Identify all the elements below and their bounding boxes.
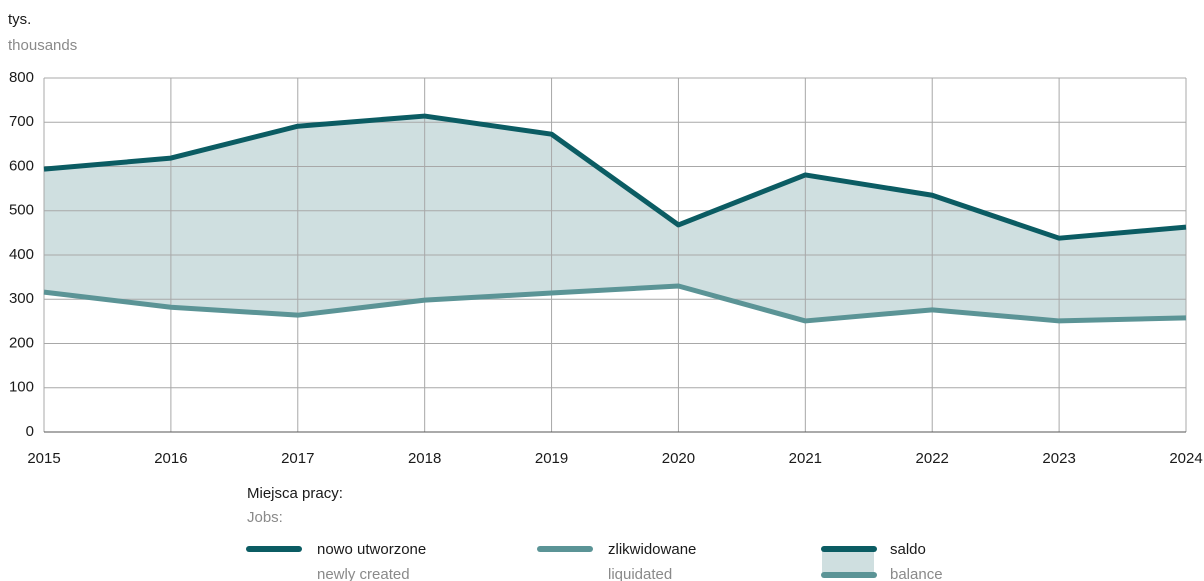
series-line [43,283,1187,324]
y-tick-label: 700 [9,113,34,130]
y-axis-label-en: thousands [8,37,77,54]
legend-label: nowo utworzone [317,541,426,558]
balance-area [44,116,1186,321]
legend-label: saldo [890,541,926,558]
series-line [43,113,1187,241]
x-tick-label: 2021 [789,450,822,467]
y-tick-label: 600 [9,157,34,174]
x-tick-label: 2022 [916,450,949,467]
y-tick-label: 800 [9,69,34,86]
x-tick-label: 2015 [27,450,60,467]
legend-label-en: newly created [317,566,410,581]
y-tick-label: 300 [9,290,34,307]
x-tick-label: 2018 [408,450,441,467]
x-tick-label: 2016 [154,450,187,467]
y-tick-label: 500 [9,202,34,219]
x-tick-label: 2017 [281,450,314,467]
x-tick-label: 2024 [1169,450,1202,467]
y-tick-label: 0 [26,423,34,440]
legend-label-en: balance [890,566,943,581]
y-tick-label: 400 [9,246,34,263]
y-tick-label: 100 [9,379,34,396]
legend-title-en: Jobs: [247,509,283,526]
legend-title: Miejsca pracy: [247,485,343,502]
x-tick-label: 2020 [662,450,695,467]
legend-label-en: liquidated [608,566,672,581]
x-tick-label: 2019 [535,450,568,467]
y-axis-label: tys. [8,11,31,28]
x-tick-label: 2023 [1042,450,1075,467]
y-tick-label: 200 [9,334,34,351]
legend-label: zlikwidowane [608,541,696,558]
legend-swatch [822,549,874,575]
